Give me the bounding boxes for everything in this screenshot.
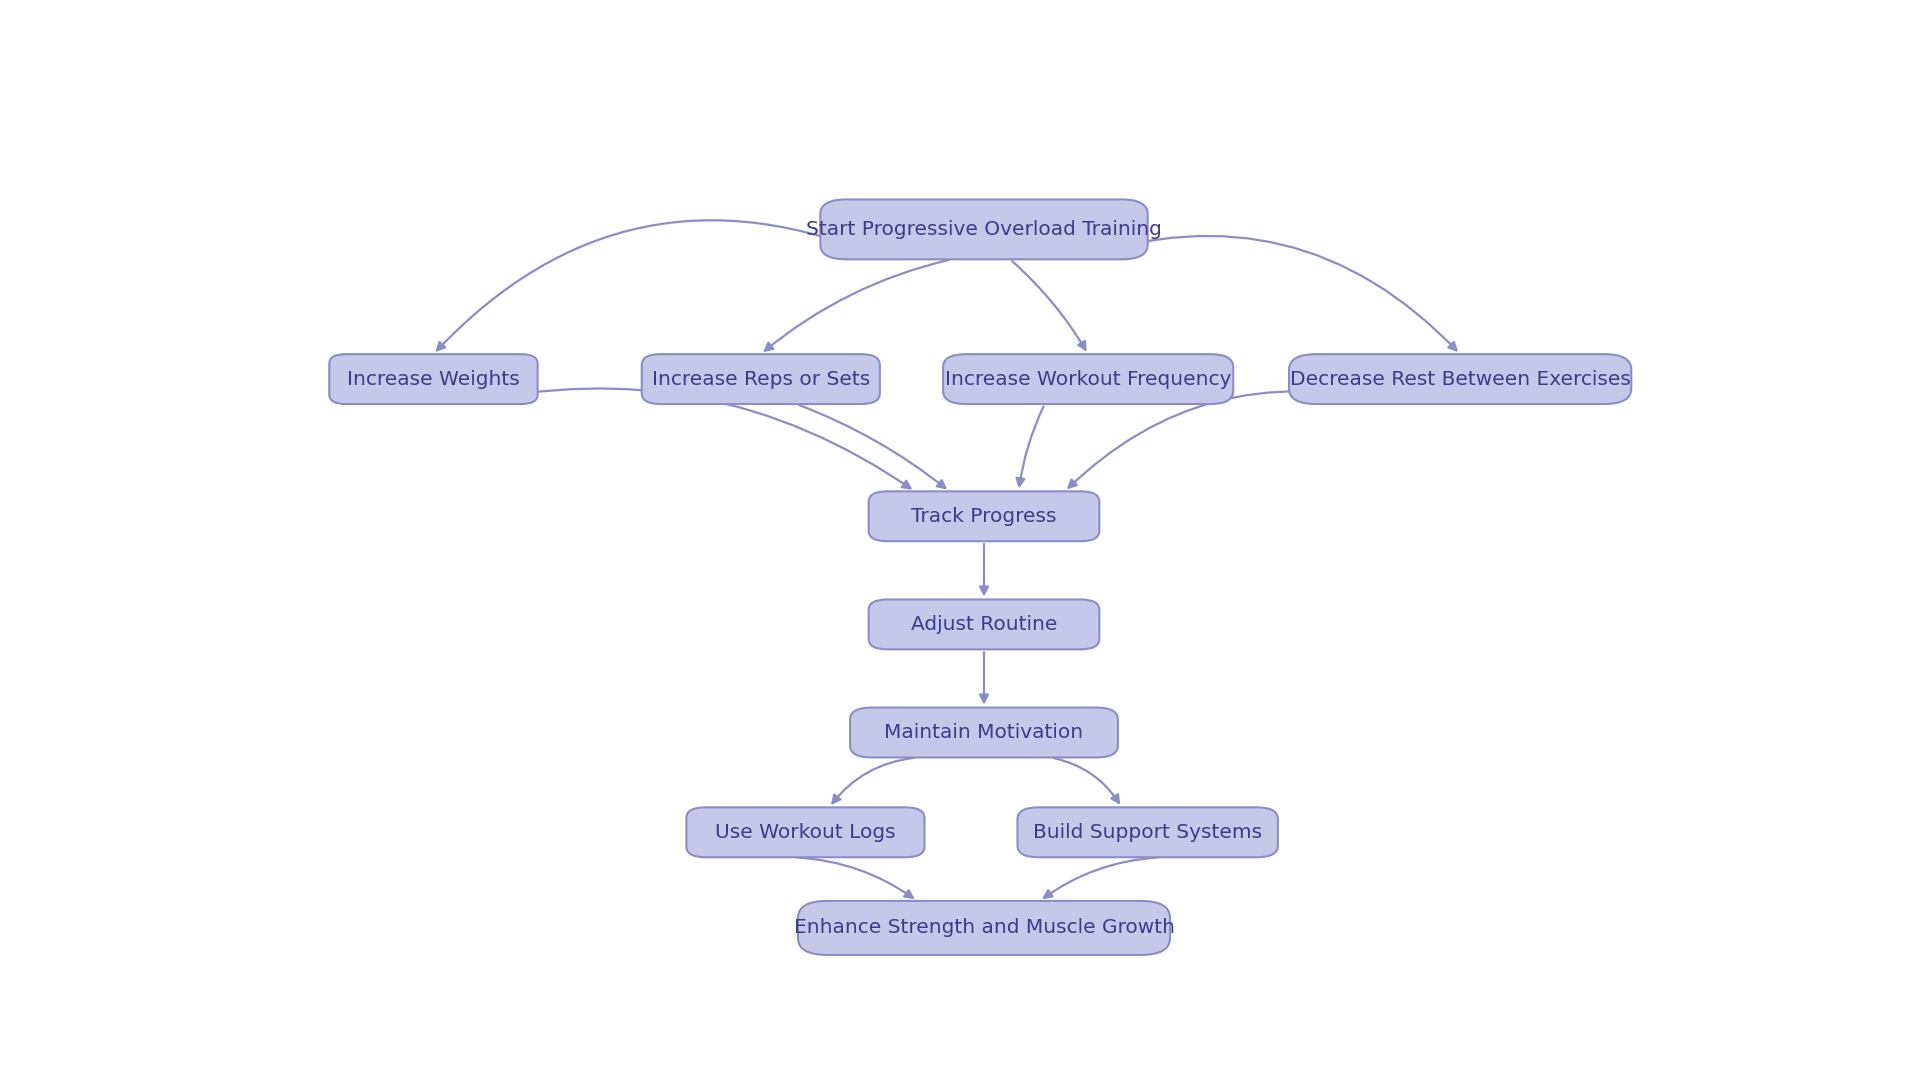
Text: Maintain Motivation: Maintain Motivation: [885, 723, 1083, 742]
Text: Enhance Strength and Muscle Growth: Enhance Strength and Muscle Growth: [793, 918, 1175, 937]
Text: Start Progressive Overload Training: Start Progressive Overload Training: [806, 220, 1162, 239]
FancyBboxPatch shape: [641, 354, 879, 404]
FancyBboxPatch shape: [851, 707, 1117, 757]
FancyBboxPatch shape: [943, 354, 1233, 404]
Text: Increase Workout Frequency: Increase Workout Frequency: [945, 369, 1231, 389]
FancyBboxPatch shape: [820, 200, 1148, 259]
Text: Build Support Systems: Build Support Systems: [1033, 823, 1261, 841]
FancyBboxPatch shape: [1288, 354, 1632, 404]
Text: Use Workout Logs: Use Workout Logs: [714, 823, 897, 841]
Text: Decrease Rest Between Exercises: Decrease Rest Between Exercises: [1290, 369, 1630, 389]
Text: Increase Weights: Increase Weights: [348, 369, 520, 389]
FancyBboxPatch shape: [687, 808, 924, 858]
FancyBboxPatch shape: [868, 491, 1100, 541]
FancyBboxPatch shape: [799, 901, 1169, 955]
Text: Adjust Routine: Adjust Routine: [910, 615, 1058, 634]
Text: Track Progress: Track Progress: [912, 507, 1056, 526]
FancyBboxPatch shape: [330, 354, 538, 404]
FancyBboxPatch shape: [868, 599, 1100, 649]
Text: Increase Reps or Sets: Increase Reps or Sets: [651, 369, 870, 389]
FancyBboxPatch shape: [1018, 808, 1279, 858]
